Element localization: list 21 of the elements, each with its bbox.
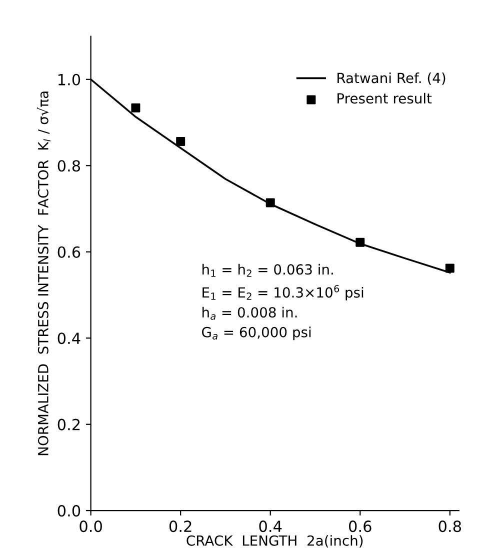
legend-label: Ratwani Ref. (4) bbox=[338, 72, 446, 85]
x-tick-label: 0.8 bbox=[438, 520, 462, 532]
x-tick-label: 0.2 bbox=[169, 520, 192, 532]
y-tick-label: 1.0 bbox=[58, 74, 80, 86]
x-tick-label: 0.0 bbox=[80, 520, 102, 532]
y-tick-label: 0.2 bbox=[58, 418, 80, 430]
y-tick-label: 0.0 bbox=[58, 505, 80, 517]
point bbox=[356, 238, 365, 247]
y-tick-label: 0.6 bbox=[58, 246, 80, 258]
y-axis-title: NORMALIZED STRESS INTENSITY FACTOR K$_{I}$ / σ√πa bbox=[36, 92, 51, 456]
point bbox=[445, 264, 454, 273]
x-tick-label: 0.6 bbox=[348, 520, 372, 532]
point bbox=[176, 136, 186, 146]
x-tick-label: 0.4 bbox=[259, 520, 282, 532]
text: h$_{1}$ = h$_{2}$ = 0.063 in. E$_{1}$ = E$_{2}$ = 10.3×10$^{6}$ psi h$_{a}$ = 0.008 in. G$_{a}$ = 60,000 psi bbox=[202, 264, 364, 340]
x-axis-title: CRACK LENGTH 2a(inch) bbox=[186, 535, 363, 548]
y-tick-label: 0.4 bbox=[58, 332, 80, 344]
point bbox=[266, 198, 275, 208]
legend-label: Present result bbox=[338, 92, 432, 104]
point bbox=[131, 103, 140, 112]
y-tick-label: 0.8 bbox=[58, 160, 80, 172]
